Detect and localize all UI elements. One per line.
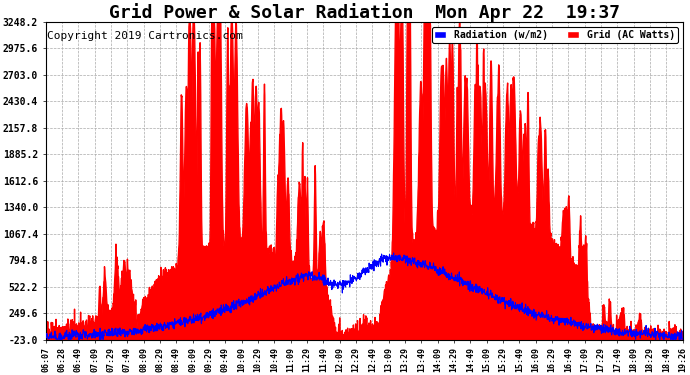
Text: Copyright 2019 Cartronics.com: Copyright 2019 Cartronics.com (47, 32, 243, 42)
Legend: Radiation (w/m2), Grid (AC Watts): Radiation (w/m2), Grid (AC Watts) (431, 27, 678, 43)
Title: Grid Power & Solar Radiation  Mon Apr 22  19:37: Grid Power & Solar Radiation Mon Apr 22 … (108, 3, 620, 22)
